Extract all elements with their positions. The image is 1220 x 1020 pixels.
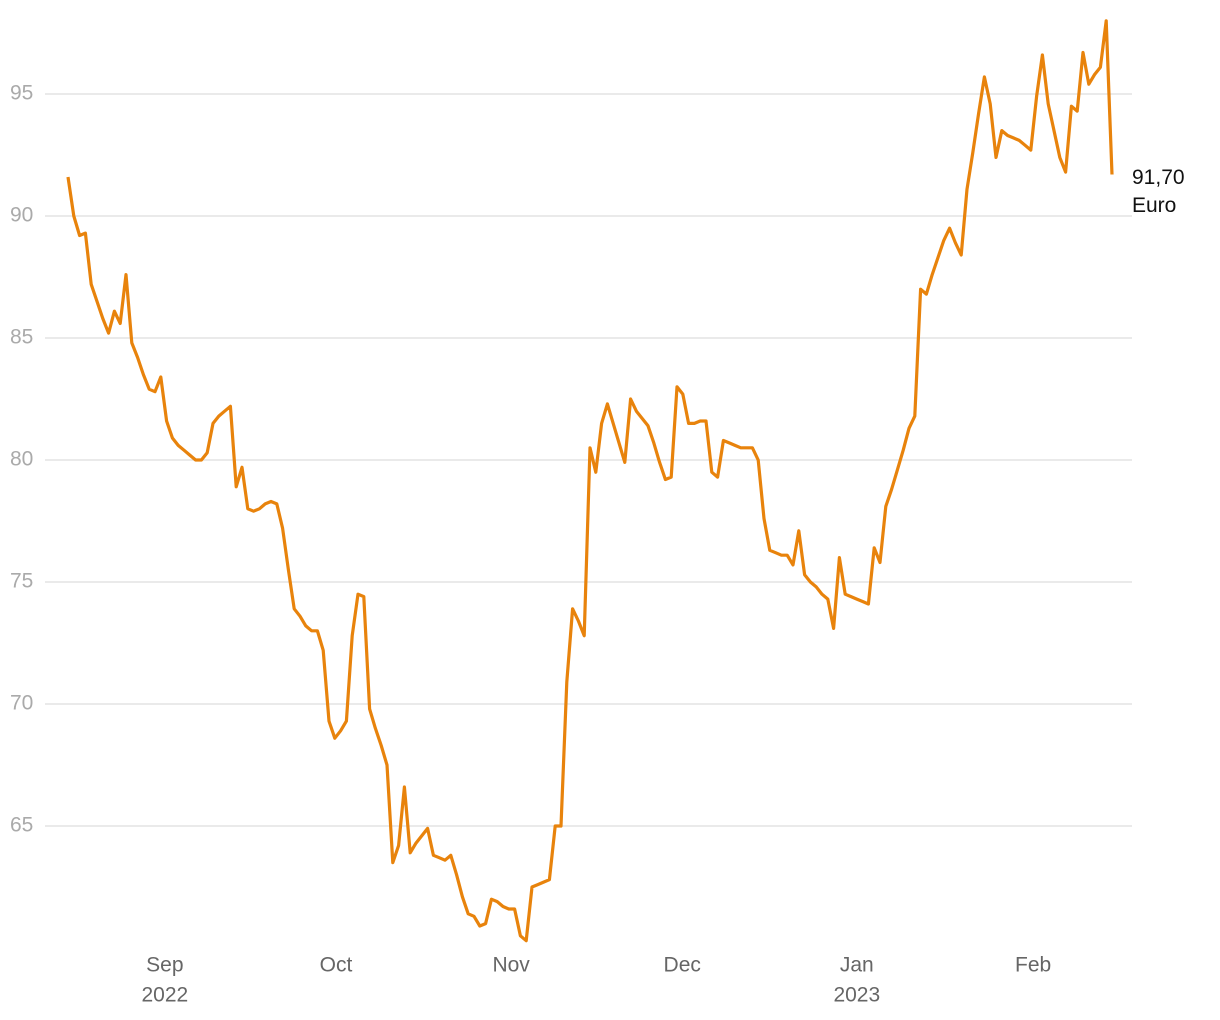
- x-tick-label: Oct: [320, 954, 353, 977]
- price-line: [66, 19, 1114, 943]
- y-tick-label: 90: [10, 204, 33, 227]
- unit-label: Euro: [1132, 194, 1176, 217]
- x-tick-label: Feb: [1015, 954, 1051, 977]
- y-tick-label: 70: [10, 692, 33, 715]
- y-tick-label: 65: [10, 814, 33, 837]
- x-tick-label: Nov: [492, 954, 530, 977]
- x-tick-label: Sep: [146, 954, 183, 977]
- x-year-label: 2023: [833, 984, 880, 1007]
- y-tick-label: 85: [10, 326, 33, 349]
- y-tick-label: 75: [10, 570, 33, 593]
- x-year-label: 2022: [142, 984, 189, 1007]
- last-value-label: 91,70: [1132, 166, 1185, 189]
- x-tick-label: Jan: [840, 954, 874, 977]
- y-tick-label: 80: [10, 448, 33, 471]
- x-tick-label: Dec: [664, 954, 701, 977]
- y-tick-label: 95: [10, 82, 33, 105]
